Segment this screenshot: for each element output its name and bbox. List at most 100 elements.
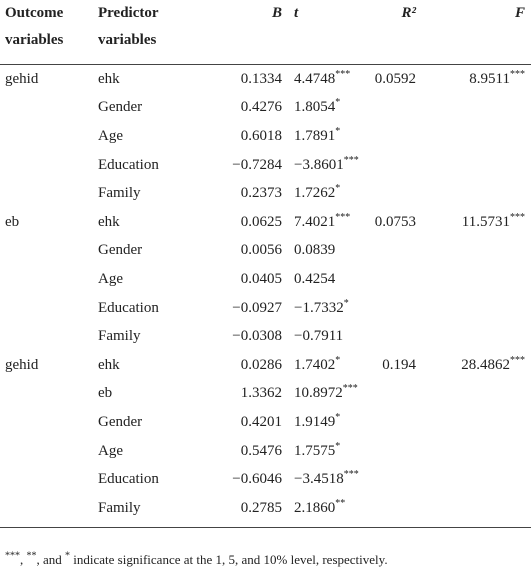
cell-value: −0.7911	[294, 328, 344, 345]
significance-mark: ***	[335, 211, 351, 223]
table-body: gehid ehk 0.1334 4.4748*** 0.0592 8.9511*** Ge…	[0, 65, 531, 528]
table-cell	[368, 179, 426, 208]
table-cell: Gender	[98, 242, 143, 259]
table-cell	[0, 437, 93, 466]
table-cell	[0, 493, 93, 528]
table-cell	[0, 151, 93, 180]
cell-value: 8.9511	[469, 70, 510, 87]
table-row: Education −0.0927 −1.7332*	[0, 294, 531, 323]
footnote: ***, **, and * indicate significance at …	[5, 550, 388, 568]
table-cell: 0.2373	[240, 185, 282, 202]
table-cell	[426, 179, 531, 208]
table-cell: 1.9149*	[288, 408, 368, 437]
table-row: Family −0.0308 −0.7911	[0, 322, 531, 351]
table-row: gehid ehk 0.0286 1.7402* 0.194 28.4862***	[0, 351, 531, 380]
column-header: Outcome variables	[0, 0, 93, 65]
table-row: Age 0.6018 1.7891*	[0, 122, 531, 151]
table-cell: 0.1334	[240, 70, 282, 87]
table-cell: 11.5731***	[426, 208, 531, 237]
table-cell	[426, 265, 531, 294]
table-row: Education −0.6046 −3.4518***	[0, 465, 531, 494]
table-cell: −0.7911	[288, 322, 368, 351]
table-cell: eb	[5, 213, 20, 230]
table-cell: 0.0592	[374, 70, 416, 87]
cell-value: 4.4748	[294, 70, 336, 87]
table-cell	[426, 237, 531, 266]
table-cell: 1.7262*	[288, 179, 368, 208]
table-cell: −0.0308	[232, 328, 282, 345]
footnote-mark: **	[26, 550, 37, 562]
table-cell: −3.4518***	[288, 465, 368, 494]
footnote-text: , and	[36, 552, 66, 567]
table-row: gehid ehk 0.1334 4.4748*** 0.0592 8.9511***	[0, 65, 531, 94]
table-cell: 1.7575*	[288, 437, 368, 466]
significance-mark: *	[335, 411, 341, 423]
cell-value: 1.7402	[294, 356, 336, 373]
cell-value: 1.8054	[294, 99, 336, 116]
footnote-text: indicate significance at the 1, 5, and 1…	[70, 552, 388, 567]
table-cell: 0.0839	[288, 237, 368, 266]
table-cell: 0.4201	[240, 413, 282, 430]
column-header: R²	[368, 0, 426, 65]
column-header: F	[426, 0, 531, 65]
table-cell	[0, 408, 93, 437]
table-cell	[368, 322, 426, 351]
table-cell	[426, 380, 531, 409]
table-cell: −0.0927	[232, 299, 282, 316]
table-row: Family 0.2785 2.1860**	[0, 493, 531, 528]
cell-value: 1.7262	[294, 185, 336, 202]
table-cell: −1.7332*	[288, 294, 368, 323]
table-cell	[368, 294, 426, 323]
table-cell: Gender	[98, 413, 143, 430]
table-row: Age 0.5476 1.7575*	[0, 437, 531, 466]
table-cell	[0, 465, 93, 494]
table-cell: 2.1860**	[288, 493, 368, 528]
table-cell: 1.8054*	[288, 94, 368, 123]
table-cell	[368, 237, 426, 266]
significance-mark: ***	[510, 354, 525, 366]
cell-value: 11.5731	[461, 213, 510, 230]
table-cell: −0.6046	[232, 471, 282, 488]
table-row: eb 1.3362 10.8972***	[0, 380, 531, 409]
table-cell: 0.0405	[240, 270, 282, 287]
significance-mark: ***	[510, 68, 525, 80]
significance-mark: *	[335, 183, 341, 195]
table-cell: Age	[98, 127, 123, 144]
table-cell: −0.7284	[232, 156, 282, 173]
table-cell	[0, 179, 93, 208]
table-cell: Family	[93, 493, 203, 528]
cell-value: 0.4254	[294, 270, 336, 287]
significance-mark: ***	[343, 154, 359, 166]
table-cell	[0, 380, 93, 409]
table-cell	[0, 265, 93, 294]
table-cell	[0, 122, 93, 151]
table-cell: ehk	[98, 213, 120, 230]
table-cell	[368, 265, 426, 294]
table-cell: −3.8601***	[288, 151, 368, 180]
footnote-mark: *	[65, 550, 71, 562]
significance-mark: *	[335, 125, 341, 137]
column-header: Predictor variables	[93, 0, 203, 65]
table-cell: 7.4021***	[288, 208, 368, 237]
table-cell	[368, 151, 426, 180]
table-cell: gehid	[5, 70, 39, 87]
table-cell: 0.194	[382, 356, 416, 373]
table-cell: 10.8972***	[288, 380, 368, 409]
significance-mark: ***	[335, 68, 351, 80]
table-cell	[426, 94, 531, 123]
table-row: Age 0.0405 0.4254	[0, 265, 531, 294]
table-row: Family 0.2373 1.7262*	[0, 179, 531, 208]
table-cell	[368, 437, 426, 466]
table-row: Gender 0.0056 0.0839	[0, 237, 531, 266]
footnote-mark: ***	[5, 550, 20, 562]
table-row: Gender 0.4201 1.9149*	[0, 408, 531, 437]
table-cell: 1.7402*	[288, 351, 368, 380]
table-cell	[0, 94, 93, 123]
table-cell	[426, 408, 531, 437]
table-cell: gehid	[5, 356, 39, 373]
table-row: eb ehk 0.0625 7.4021*** 0.0753 11.5731***	[0, 208, 531, 237]
table-cell	[368, 465, 426, 494]
table-cell: Family	[98, 185, 141, 202]
